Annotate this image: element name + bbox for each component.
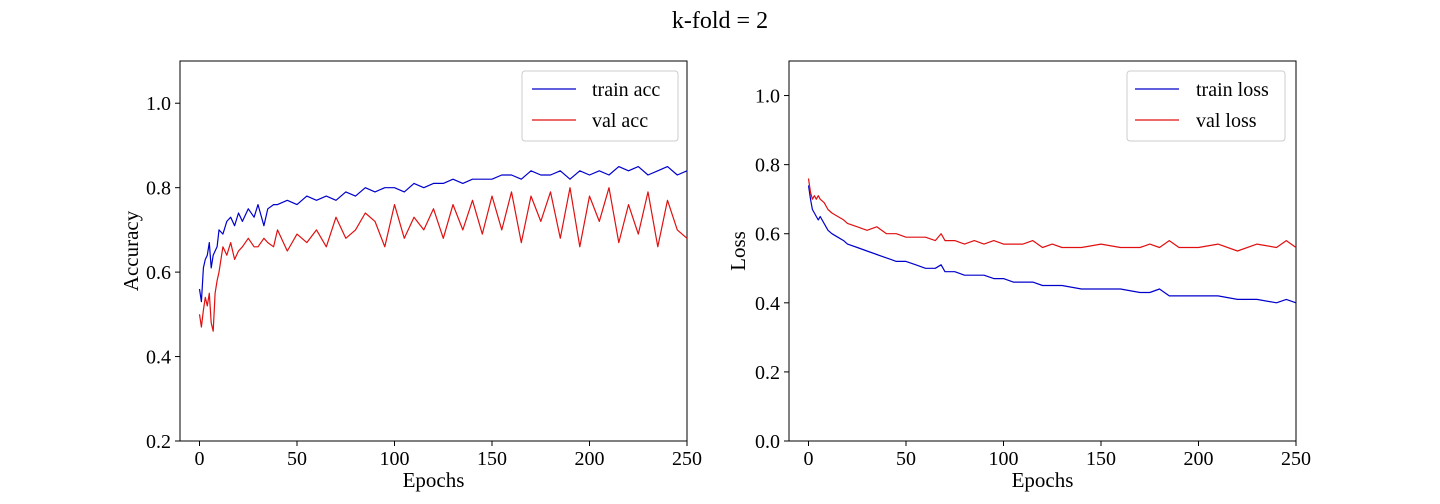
legend: train loss val loss: [1126, 70, 1286, 142]
y-tick-label: 1.0: [146, 93, 171, 115]
y-axis-label: Loss: [726, 231, 750, 271]
y-tick-label: 0.2: [146, 431, 171, 453]
plot-area-frame: [788, 60, 1297, 442]
x-tick-label: 200: [575, 448, 605, 470]
y-tick-label: 0.6: [146, 262, 171, 284]
series-line-val: [198, 187, 688, 332]
series-line-train: [807, 185, 1297, 304]
y-tick-label: 0.8: [146, 178, 171, 200]
x-tick-label: 250: [672, 448, 702, 470]
plot-area-frame: [179, 60, 688, 442]
x-tick-label: 50: [896, 448, 916, 470]
x-tick-label: 250: [1281, 448, 1311, 470]
legend-label-val: val acc: [592, 110, 648, 132]
legend: train acc val acc: [521, 70, 679, 142]
x-tick-label: 0: [195, 448, 205, 470]
x-tick-label: 0: [804, 448, 814, 470]
y-axis-label: Accuracy: [119, 210, 143, 291]
y-tick-label: 0.2: [755, 362, 780, 384]
y-tick-label: 1.0: [755, 86, 780, 108]
figure-suptitle: k-fold = 2: [672, 8, 768, 34]
legend-label-train: train loss: [1196, 79, 1269, 101]
x-tick-label: 50: [287, 448, 307, 470]
legend-label-train: train acc: [592, 79, 660, 101]
y-tick-label: 0.0: [755, 431, 780, 453]
y-tick-label: 0.8: [755, 155, 780, 177]
x-axis-label: Epochs: [403, 468, 465, 492]
x-axis-label: Epochs: [1012, 468, 1074, 492]
y-tick-label: 0.4: [146, 347, 171, 369]
x-tick-label: 100: [989, 448, 1019, 470]
accuracy-panel: 0 50 100 150 200 250 0.2 0.4 0.6 0.8 1.0 Epochs A…: [119, 60, 702, 492]
x-tick-label: 100: [380, 448, 410, 470]
loss-panel: 0 50 100 150 200 250 0.0 0.2 0.4 0.6 0.8 1.0 Epoch…: [726, 60, 1311, 492]
x-tick-label: 200: [1184, 448, 1214, 470]
x-tick-label: 150: [477, 448, 507, 470]
x-tick-label: 150: [1086, 448, 1116, 470]
y-tick-label: 0.4: [755, 293, 780, 315]
series-line-val: [807, 178, 1297, 252]
y-tick-label: 0.6: [755, 224, 780, 246]
series-line-train: [198, 166, 688, 303]
legend-label-val: val loss: [1196, 110, 1257, 132]
